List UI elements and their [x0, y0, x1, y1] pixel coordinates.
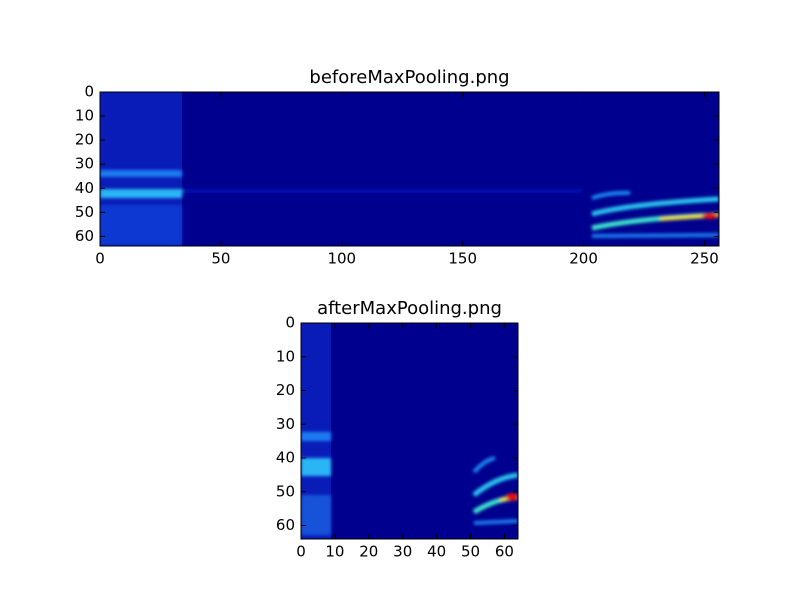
axes-frame — [300, 322, 519, 540]
x-tick-label: 60 — [495, 543, 514, 561]
y-tick-label: 20 — [75, 131, 94, 149]
x-tick-label: 250 — [690, 250, 719, 268]
y-tick-label: 30 — [75, 155, 94, 173]
x-tick-label: 100 — [327, 250, 356, 268]
x-tick-label: 50 — [461, 543, 480, 561]
y-tick-label: 60 — [75, 227, 94, 245]
y-tick-label: 40 — [276, 449, 295, 467]
x-tick-label: 50 — [211, 250, 230, 268]
y-tick-label: 30 — [276, 415, 295, 433]
y-tick-label: 0 — [84, 83, 94, 101]
y-tick-label: 10 — [276, 347, 295, 365]
y-tick-label: 60 — [276, 516, 295, 534]
y-tick-label: 20 — [276, 381, 295, 399]
x-tick-label: 40 — [427, 543, 446, 561]
x-tick-label: 10 — [325, 543, 344, 561]
x-tick-label: 150 — [448, 250, 477, 268]
x-tick-label: 0 — [95, 250, 105, 268]
y-tick-label: 50 — [75, 203, 94, 221]
chart-title: afterMaxPooling.png — [317, 298, 502, 319]
y-tick-label: 0 — [285, 314, 295, 332]
y-tick-label: 40 — [75, 179, 94, 197]
y-tick-label: 10 — [75, 107, 94, 125]
x-tick-label: 20 — [359, 543, 378, 561]
image-0 — [100, 92, 719, 246]
axes-frame — [99, 91, 720, 247]
x-tick-label: 200 — [569, 250, 598, 268]
chart-title: beforeMaxPooling.png — [309, 67, 509, 88]
x-tick-label: 0 — [296, 543, 306, 561]
y-tick-label: 50 — [276, 482, 295, 500]
image-1 — [301, 323, 518, 539]
x-tick-label: 30 — [393, 543, 412, 561]
